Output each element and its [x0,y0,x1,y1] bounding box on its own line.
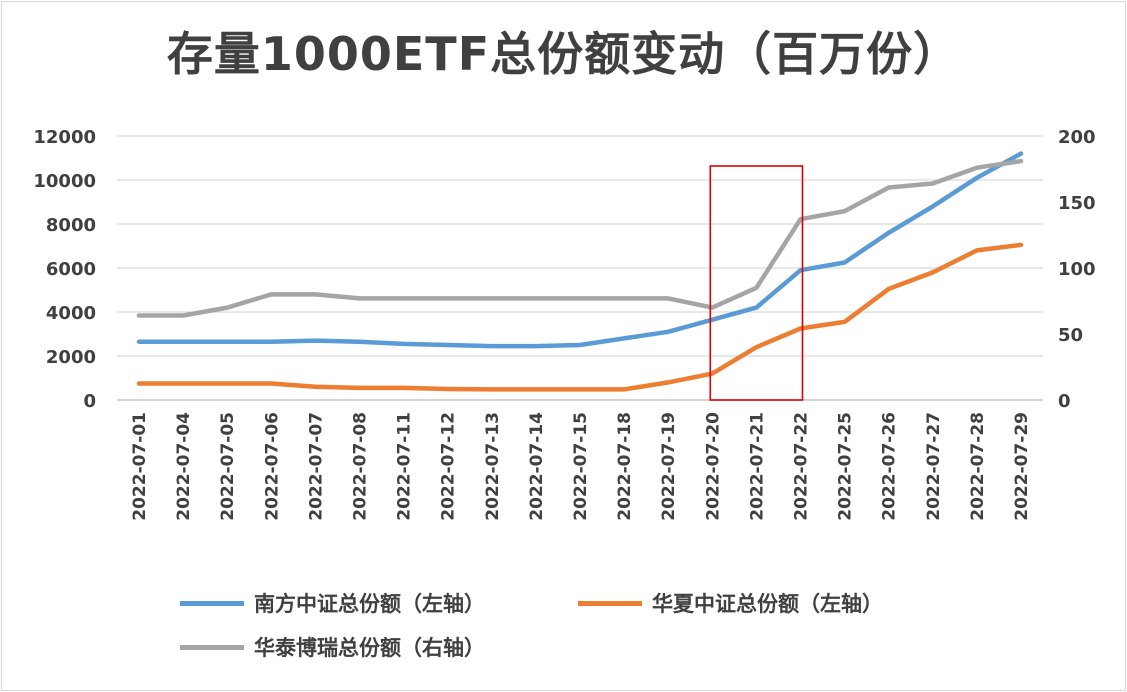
x-tick-label: 2022-07-11 [395,412,415,521]
legend-swatch-huatai [180,644,244,650]
x-tick-label: 2022-07-27 [924,412,944,521]
x-tick-label: 2022-07-12 [439,412,459,521]
x-tick-label: 2022-07-01 [130,412,150,521]
x-tick-label: 2022-07-07 [306,412,326,521]
highlight-box [709,165,804,401]
legend-swatch-nanfang [180,600,244,606]
y-right-tick-label: 200 [1058,127,1096,148]
y-left-tick-label: 12000 [33,127,96,148]
x-tick-label: 2022-07-19 [659,412,679,521]
x-tick-label: 2022-07-20 [703,412,723,521]
legend-label-huaxia: 华夏中证总份额（左轴） [652,592,883,616]
y-left-tick-label: 6000 [46,259,96,280]
x-tick-label: 2022-07-15 [571,412,591,521]
x-tick-label: 2022-07-29 [1012,412,1032,521]
x-tick-label: 2022-07-06 [262,412,282,521]
legend-swatch-huaxia [578,600,642,606]
x-tick-label: 2022-07-08 [351,412,371,521]
y-left-tick-label: 8000 [46,215,96,236]
legend-label-nanfang: 南方中证总份额（左轴） [254,592,485,616]
y-right-tick-label: 0 [1058,391,1071,412]
y-right-tick-label: 50 [1058,325,1083,346]
series-line-2 [136,158,1024,318]
y-left-tick-label: 10000 [33,171,96,192]
series-line-1 [136,242,1024,392]
y-left-tick-label: 4000 [46,303,96,324]
y-right-tick-label: 150 [1058,193,1096,214]
y-left-tick-label: 2000 [46,347,96,368]
x-tick-label: 2022-07-05 [218,412,238,521]
x-tick-label: 2022-07-22 [791,412,811,521]
x-tick-label: 2022-07-26 [880,412,900,521]
x-tick-label: 2022-07-28 [968,412,988,521]
legend-item-huatai: 华泰博瑞总份额（右轴） [180,632,485,662]
x-tick-label: 2022-07-21 [747,412,767,521]
legend-label-huatai: 华泰博瑞总份额（右轴） [254,636,485,660]
y-left-tick-label: 0 [83,391,96,412]
legend-item-nanfang: 南方中证总份额（左轴） [180,588,485,618]
legend-item-huaxia: 华夏中证总份额（左轴） [578,588,883,618]
x-tick-label: 2022-07-25 [836,412,856,521]
y-right-tick-label: 100 [1058,259,1096,280]
x-tick-label: 2022-07-14 [527,412,547,521]
x-tick-label: 2022-07-04 [174,412,194,521]
x-tick-label: 2022-07-18 [615,412,635,521]
chart-title: 存量1000ETF总份额变动（百万份） [166,27,961,81]
series-line-0 [136,151,1024,349]
x-tick-label: 2022-07-13 [483,412,503,521]
